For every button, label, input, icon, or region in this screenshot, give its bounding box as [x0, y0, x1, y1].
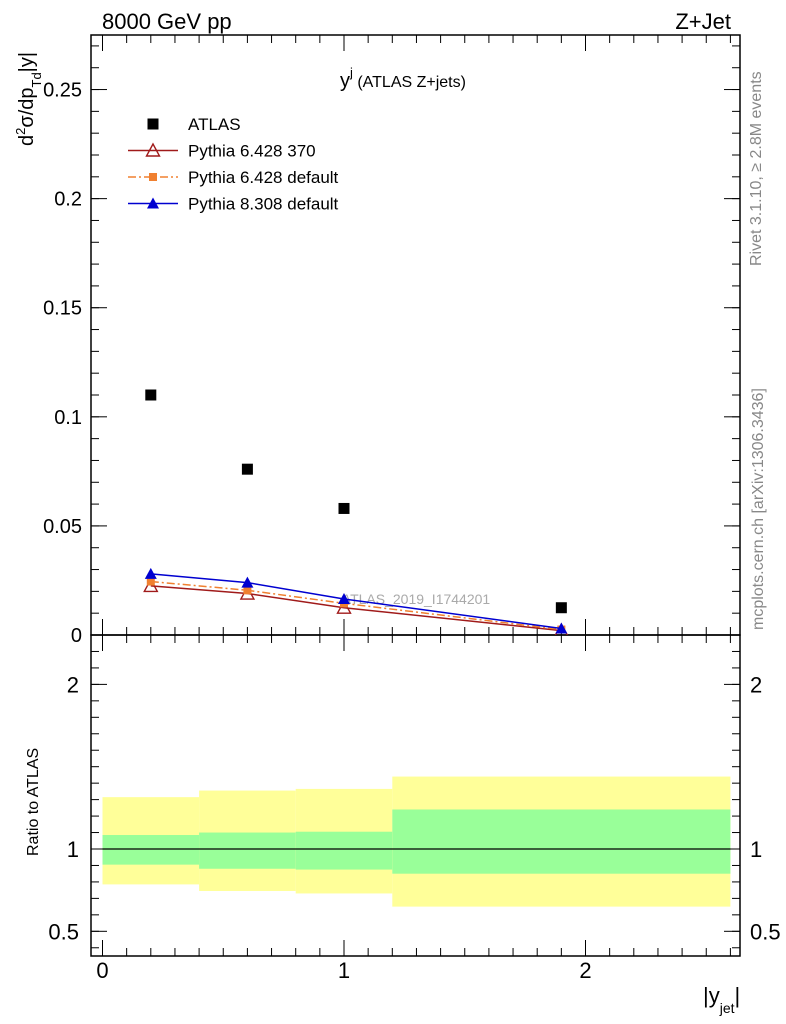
ratio-axes: 0.5 0.5 1 1 2 2 0 1 2 — [48, 635, 781, 983]
legend-label-atlas: ATLAS — [188, 115, 241, 134]
data-point-pythia-8-308-default-0 — [144, 567, 157, 579]
legend-marker-pythia-6-428-370 — [145, 142, 161, 157]
legend-marker-atlas — [147, 118, 159, 130]
plot-title-rest: (ATLAS Z+jets) — [353, 74, 466, 91]
x-tick-label-0: 0 — [96, 958, 108, 983]
xlabel-end: | — [735, 983, 741, 1008]
ratio-y-tick-label-right-2: 2 — [750, 672, 762, 697]
legend-label-pythia-6-428-370: Pythia 6.428 370 — [188, 142, 316, 161]
plot-title: yj (ATLAS Z+jets) — [340, 65, 466, 92]
ratio-y-tick-label-left-1: 1 — [67, 837, 79, 862]
data-point-atlas-3 — [555, 602, 567, 614]
xlabel-main: |y — [703, 983, 720, 1008]
ratio-bands — [102, 776, 731, 907]
main-y-tick-label-5: 0.25 — [43, 80, 82, 102]
header-energy-label: 8000 GeV pp — [102, 9, 232, 34]
xlabel-sub: jet — [719, 1000, 735, 1016]
series-line-pythia-8-308-default — [150, 573, 562, 630]
main-y-tick-label-4: 0.2 — [54, 189, 82, 211]
data-point-pythia-8-308-default-2 — [338, 593, 350, 604]
legend-marker-pythia-8-308-default — [147, 197, 159, 209]
ylabel-sub: Td — [29, 72, 44, 87]
data-point-pythia-6-428-default-1 — [243, 586, 252, 595]
ylabel-abs-y: |y| — [16, 52, 38, 72]
main-y-tick-label-1: 0.05 — [43, 516, 82, 538]
ratio-y-tick-label-left-2: 2 — [67, 672, 79, 697]
mcplots-label: mcplots.cern.ch [arXiv:1306.3436] — [750, 388, 767, 630]
data-point-pythia-8-308-default-1 — [241, 576, 254, 588]
x-tick-label-2: 2 — [579, 958, 591, 983]
ratio-y-tick-label-left-0: 0.5 — [48, 919, 79, 944]
ylabel-sigma: σ/dp — [16, 87, 38, 127]
data-point-atlas-2 — [338, 502, 350, 514]
main-y-tick-label-0: 0 — [71, 625, 82, 647]
ratio-y-axis-label: Ratio to ATLAS — [25, 748, 42, 856]
ratio-band-green-3 — [392, 809, 731, 874]
main-y-tick-label-2: 0.1 — [54, 407, 82, 429]
series-line-pythia-6-428-370 — [150, 585, 562, 632]
x-axis-label: |yjet| — [703, 983, 740, 1016]
ratio-panel-frame — [90, 634, 741, 957]
series-line-pythia-6-428-default — [150, 580, 562, 631]
data-point-atlas-1 — [241, 463, 253, 475]
series-layer — [143, 389, 569, 635]
data-point-atlas-0 — [145, 389, 157, 401]
analysis-watermark: ATLAS_2019_I1744201 — [342, 591, 491, 607]
ratio-band-green-2 — [295, 831, 393, 870]
ratio-y-tick-label-right-1: 1 — [750, 837, 762, 862]
header-process-label: Z+Jet — [675, 9, 731, 34]
legend-label-pythia-6-428-default: Pythia 6.428 default — [188, 168, 339, 187]
x-tick-label-1: 1 — [338, 958, 350, 983]
main-y-axis: 0 0.05 0.1 0.15 0.2 0.25 — [43, 35, 740, 647]
ratio-band-green-1 — [199, 832, 296, 869]
ratio-y-tick-label-right-0: 0.5 — [750, 919, 781, 944]
rivet-version-label: Rivet 3.1.10, ≥ 2.8M events — [748, 71, 765, 266]
ylabel-d: d — [16, 135, 38, 146]
legend: ATLAS Pythia 6.428 370 Pythia 6.428 defaul… — [128, 115, 339, 214]
main-y-axis-label: d2σ/dpTd|y| — [13, 52, 44, 146]
legend-marker-pythia-6-428-default — [149, 173, 157, 181]
data-point-pythia-6-428-default-0 — [146, 577, 155, 586]
main-y-tick-label-3: 0.15 — [43, 298, 82, 320]
plot-title-main: y — [340, 70, 350, 92]
legend-label-pythia-8-308-default: Pythia 8.308 default — [188, 195, 339, 214]
data-point-pythia-8-308-default-3 — [555, 622, 568, 634]
ylabel-sup: 2 — [13, 128, 28, 135]
ratio-band-green-0 — [102, 835, 200, 865]
plot-title-sup: j — [349, 65, 353, 80]
